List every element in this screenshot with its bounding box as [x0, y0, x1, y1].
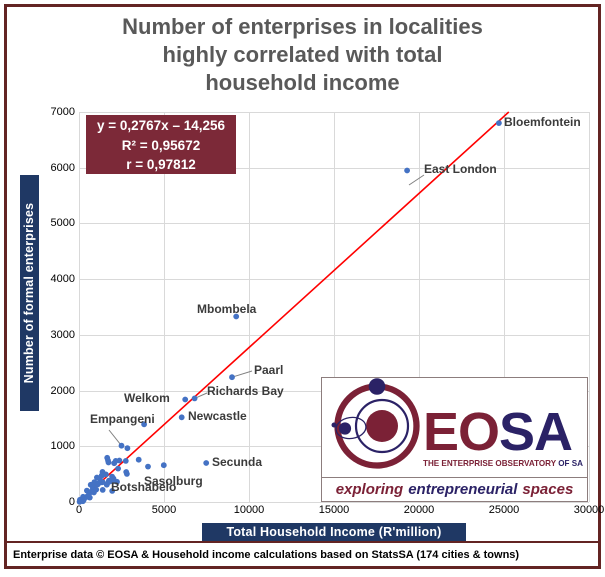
svg-text:SA: SA — [499, 402, 572, 462]
svg-text:EO: EO — [423, 402, 499, 462]
svg-text:THE ENTERPRISE OBSERVATORY OF: THE ENTERPRISE OBSERVATORY OF SA — [423, 459, 583, 468]
